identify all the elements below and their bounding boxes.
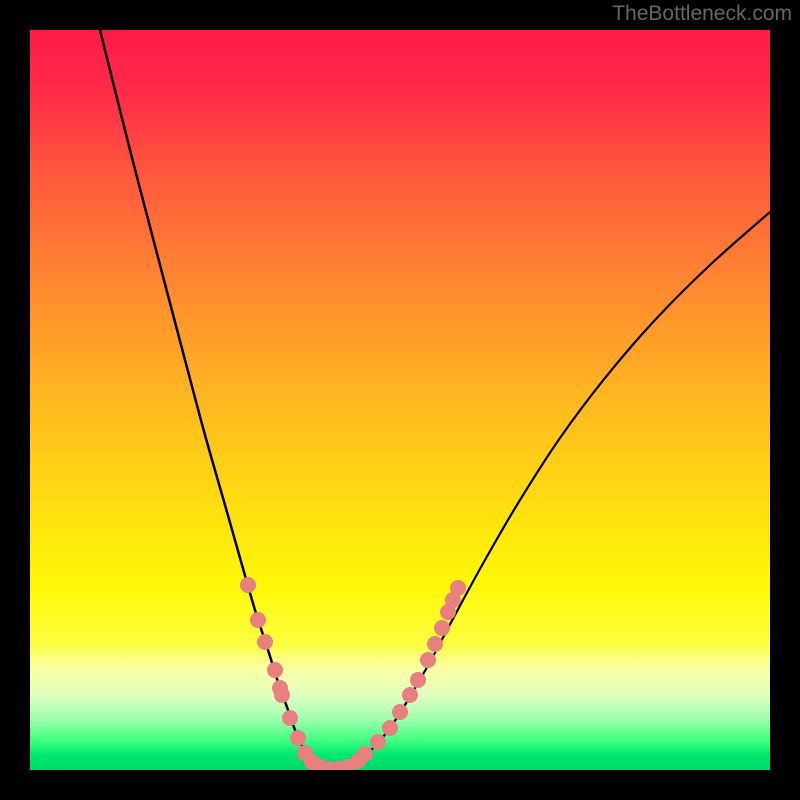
data-marker (392, 704, 408, 720)
data-marker (282, 710, 298, 726)
data-marker (357, 746, 373, 762)
chart-container (30, 30, 770, 770)
data-marker (290, 730, 306, 746)
watermark-text: TheBottleneck.com (612, 2, 792, 26)
data-marker (450, 580, 466, 596)
data-marker (257, 634, 273, 650)
chart-svg (30, 30, 770, 770)
data-marker (382, 720, 398, 736)
data-marker (267, 662, 283, 678)
data-marker (420, 652, 436, 668)
data-marker (402, 687, 418, 703)
data-marker (410, 672, 426, 688)
data-marker (370, 734, 386, 750)
data-marker (240, 577, 256, 593)
data-marker (250, 612, 266, 628)
data-marker (274, 687, 290, 703)
chart-background (30, 30, 770, 770)
data-marker (434, 620, 450, 636)
data-marker (427, 636, 443, 652)
